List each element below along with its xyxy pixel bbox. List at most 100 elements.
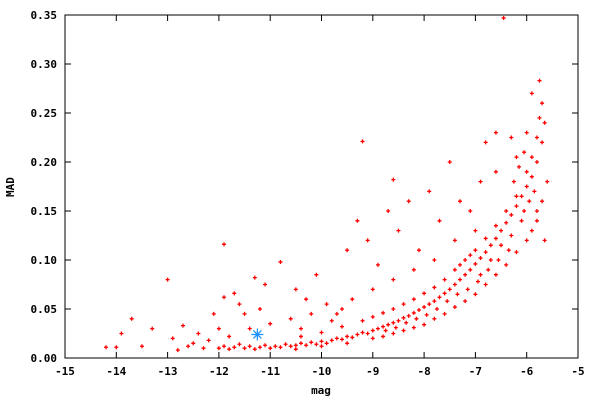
data-point <box>386 322 391 327</box>
data-point <box>488 258 493 262</box>
data-point <box>340 337 345 342</box>
data-point <box>383 328 388 333</box>
data-point <box>473 261 478 266</box>
data-point <box>314 342 319 347</box>
data-point <box>365 238 370 243</box>
data-point <box>396 228 401 233</box>
data-point <box>381 324 386 329</box>
data-point <box>257 345 262 350</box>
data-point <box>422 305 427 310</box>
data-point <box>473 292 478 297</box>
data-point <box>257 307 262 311</box>
data-point <box>447 287 452 292</box>
data-point <box>345 334 350 339</box>
data-point <box>293 347 298 352</box>
data-point <box>334 336 339 341</box>
data-point <box>165 277 170 282</box>
data-point <box>401 315 406 320</box>
data-point <box>411 310 416 315</box>
data-point <box>488 243 493 248</box>
data-point <box>324 302 329 307</box>
data-point <box>496 258 501 262</box>
data-point <box>468 253 473 258</box>
data-point <box>139 344 144 349</box>
data-point <box>396 318 401 323</box>
data-point <box>540 101 545 106</box>
data-point <box>458 262 463 267</box>
data-point <box>222 344 227 349</box>
data-point <box>514 155 519 160</box>
data-point <box>404 320 409 325</box>
data-point <box>381 334 386 339</box>
data-point <box>452 282 457 287</box>
data-point <box>288 344 293 349</box>
data-point <box>345 248 350 253</box>
data-point <box>370 328 375 333</box>
data-point <box>506 248 511 253</box>
data-point <box>170 336 175 341</box>
data-point <box>540 140 545 145</box>
data-point <box>532 189 537 194</box>
data-point <box>273 344 278 349</box>
data-point <box>391 177 396 182</box>
data-point <box>406 313 411 318</box>
data-point <box>391 320 396 325</box>
data-point <box>375 326 380 331</box>
data-point <box>534 218 539 223</box>
data-point <box>247 344 252 349</box>
data-point <box>478 272 483 277</box>
data-point <box>468 267 473 272</box>
data-point <box>427 302 432 307</box>
data-point <box>422 322 427 327</box>
data-point <box>283 342 288 347</box>
x-tick-label: -8 <box>417 365 430 378</box>
data-point <box>278 259 283 264</box>
x-tick-label: -9 <box>366 365 379 378</box>
data-point <box>452 305 457 310</box>
data-point <box>504 220 509 225</box>
data-point <box>355 332 360 337</box>
data-point <box>298 334 303 339</box>
data-point <box>150 326 155 331</box>
data-point <box>478 256 483 261</box>
data-point <box>542 238 547 243</box>
data-point <box>222 242 227 247</box>
data-point <box>514 250 519 255</box>
y-tick-label: 0.35 <box>31 9 58 22</box>
data-point <box>522 209 527 213</box>
data-point <box>519 218 524 223</box>
data-point <box>534 209 539 213</box>
data-point <box>350 297 355 302</box>
data-point <box>514 194 519 199</box>
data-point <box>416 307 421 312</box>
data-point <box>519 194 524 199</box>
data-point <box>401 328 406 333</box>
data-point <box>232 291 237 296</box>
data-point <box>263 343 268 348</box>
data-point <box>522 150 527 155</box>
data-point <box>268 346 273 351</box>
data-point <box>365 331 370 336</box>
y-tick-label: 0.25 <box>31 107 58 120</box>
data-point <box>175 348 180 353</box>
data-point <box>222 295 227 300</box>
data-point <box>401 302 406 307</box>
data-point <box>329 338 334 343</box>
data-point <box>509 135 514 140</box>
data-point <box>534 160 539 164</box>
data-point <box>242 346 247 351</box>
data-point <box>465 287 470 292</box>
data-point <box>393 325 398 330</box>
data-point <box>463 272 468 277</box>
data-point <box>529 174 534 179</box>
x-tick-label: -5 <box>571 365 584 378</box>
data-point <box>442 277 447 282</box>
data-point <box>114 345 119 350</box>
data-point <box>370 336 375 341</box>
data-point <box>360 139 365 144</box>
x-tick-label: -13 <box>158 365 178 378</box>
data-point <box>511 179 516 184</box>
y-tick-label: 0.00 <box>31 352 58 365</box>
data-point <box>242 311 247 316</box>
